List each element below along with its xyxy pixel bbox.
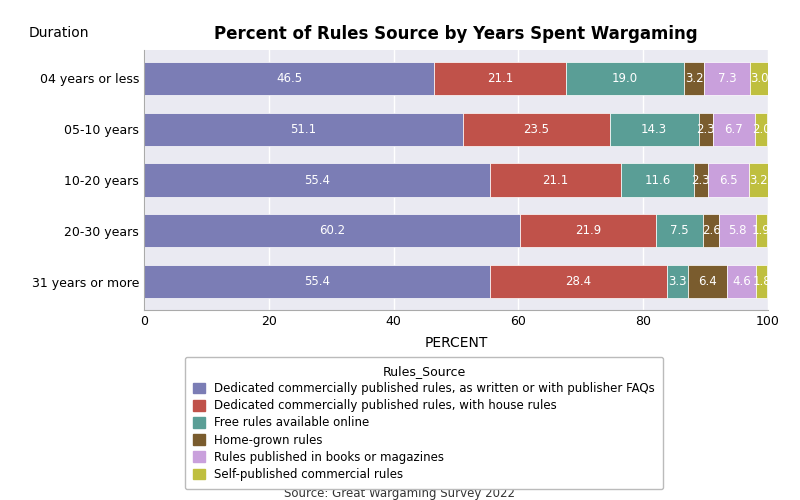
Bar [144,62,434,95]
Bar [704,62,750,95]
Bar [713,112,755,146]
Text: 1.8: 1.8 [753,275,771,288]
Bar [694,164,708,196]
Bar [566,62,684,95]
Bar [144,164,490,196]
Bar [727,265,756,298]
Text: 46.5: 46.5 [276,72,302,85]
Text: 3.2: 3.2 [750,174,768,186]
Text: 7.5: 7.5 [670,224,689,237]
Text: 6.5: 6.5 [719,174,738,186]
Legend: Dedicated commercially published rules, as written or with publisher FAQs, Dedic: Dedicated commercially published rules, … [185,357,663,489]
Bar [698,112,713,146]
Bar [434,62,566,95]
Text: 2.6: 2.6 [702,224,721,237]
Bar [749,164,769,196]
Text: 28.4: 28.4 [566,275,591,288]
Text: 51.1: 51.1 [290,122,317,136]
Bar [610,112,698,146]
Bar [144,112,463,146]
Text: 5.8: 5.8 [728,224,746,237]
Bar [755,214,767,248]
Bar [463,112,610,146]
Text: 14.3: 14.3 [641,122,667,136]
Text: 3.3: 3.3 [668,275,686,288]
Title: Percent of Rules Source by Years Spent Wargaming: Percent of Rules Source by Years Spent W… [214,25,698,43]
X-axis label: PERCENT: PERCENT [424,336,488,350]
Text: 2.3: 2.3 [692,174,710,186]
Bar [755,112,767,146]
Text: 1.9: 1.9 [752,224,771,237]
Bar [684,62,704,95]
Text: Source: Great Wargaming Survey 2022: Source: Great Wargaming Survey 2022 [285,488,515,500]
Bar [520,214,656,248]
Text: 3.0: 3.0 [750,72,769,85]
Text: 2.3: 2.3 [697,122,715,136]
Text: 6.7: 6.7 [725,122,743,136]
Text: 6.4: 6.4 [698,275,717,288]
Bar [750,62,769,95]
Bar [622,164,694,196]
Bar [703,214,719,248]
Bar [708,164,749,196]
Bar [656,214,703,248]
Text: 60.2: 60.2 [318,224,345,237]
Text: 21.1: 21.1 [542,174,569,186]
Bar [490,164,622,196]
Text: 55.4: 55.4 [304,174,330,186]
Bar [667,265,687,298]
Text: 4.6: 4.6 [733,275,751,288]
Text: 21.9: 21.9 [575,224,601,237]
Text: 11.6: 11.6 [645,174,670,186]
Bar [687,265,727,298]
Bar [144,214,520,248]
Bar [719,214,755,248]
Text: 55.4: 55.4 [304,275,330,288]
Bar [144,265,490,298]
Bar [756,265,767,298]
Text: 7.3: 7.3 [718,72,737,85]
Text: 23.5: 23.5 [523,122,549,136]
Text: 2.0: 2.0 [752,122,770,136]
Text: 19.0: 19.0 [612,72,638,85]
Text: 3.2: 3.2 [685,72,704,85]
Text: 21.1: 21.1 [487,72,513,85]
Bar [490,265,667,298]
Text: Duration: Duration [29,26,89,40]
